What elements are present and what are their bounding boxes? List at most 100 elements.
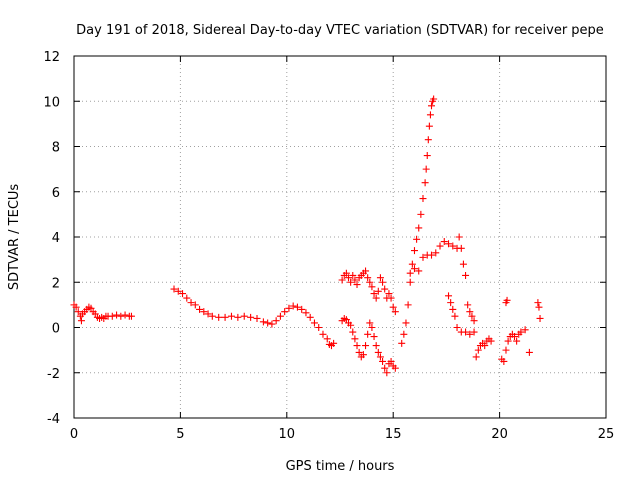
data-point bbox=[383, 369, 391, 377]
data-point bbox=[272, 317, 280, 325]
data-point bbox=[113, 311, 121, 319]
y-tick-label: 12 bbox=[43, 50, 60, 65]
data-point bbox=[415, 224, 423, 232]
data-point bbox=[449, 305, 457, 313]
data-point bbox=[366, 278, 374, 286]
data-point bbox=[351, 335, 359, 343]
data-point bbox=[379, 278, 387, 286]
data-point bbox=[349, 328, 357, 336]
data-point bbox=[535, 303, 543, 311]
data-point bbox=[204, 310, 212, 318]
y-tick-label: 8 bbox=[52, 141, 60, 156]
data-point bbox=[302, 309, 310, 317]
data-point bbox=[408, 260, 416, 268]
data-point bbox=[468, 312, 476, 320]
x-tick-label: 20 bbox=[491, 427, 508, 442]
series-segment-17-19h-fragments bbox=[445, 292, 478, 338]
data-point bbox=[504, 337, 512, 345]
data-point bbox=[389, 303, 397, 311]
data-point bbox=[400, 330, 408, 338]
data-point bbox=[503, 296, 511, 304]
data-point bbox=[387, 294, 395, 302]
data-point bbox=[355, 348, 363, 356]
data-point bbox=[428, 251, 436, 259]
data-point bbox=[449, 242, 457, 250]
data-point bbox=[362, 342, 370, 350]
data-point bbox=[432, 249, 440, 257]
data-point bbox=[323, 335, 331, 343]
data-point bbox=[370, 333, 378, 341]
data-point bbox=[281, 308, 289, 316]
data-point bbox=[227, 312, 235, 320]
data-point bbox=[413, 235, 421, 243]
data-point bbox=[276, 312, 284, 320]
data-point bbox=[534, 299, 542, 307]
data-point bbox=[474, 346, 482, 354]
data-point bbox=[372, 294, 380, 302]
series-segment-12-15h-upper bbox=[338, 267, 399, 316]
data-point bbox=[264, 319, 272, 327]
data-point bbox=[298, 305, 306, 313]
data-point bbox=[208, 312, 216, 320]
data-point bbox=[174, 287, 182, 295]
series-segment-15-17h-rise bbox=[398, 95, 438, 347]
data-point bbox=[191, 301, 199, 309]
data-point bbox=[415, 267, 423, 275]
y-tick-label: 2 bbox=[52, 276, 60, 291]
data-point bbox=[253, 314, 261, 322]
data-point bbox=[445, 240, 453, 248]
data-point bbox=[376, 274, 384, 282]
data-point bbox=[419, 253, 427, 261]
y-axis-label: SDTVAR / TECUs bbox=[7, 184, 22, 291]
data-point bbox=[428, 102, 436, 110]
data-point bbox=[487, 337, 495, 345]
data-point bbox=[351, 276, 359, 284]
data-point bbox=[470, 328, 478, 336]
data-point bbox=[72, 303, 80, 311]
data-point bbox=[459, 260, 467, 268]
data-point bbox=[268, 320, 276, 328]
data-point bbox=[521, 326, 529, 334]
data-point bbox=[381, 364, 389, 372]
data-point bbox=[436, 242, 444, 250]
data-point bbox=[293, 303, 301, 311]
data-point bbox=[457, 244, 465, 252]
data-point bbox=[353, 281, 361, 289]
data-point bbox=[419, 195, 427, 203]
data-point bbox=[259, 318, 267, 326]
series-segment-05-13h bbox=[170, 285, 338, 350]
data-point bbox=[481, 342, 489, 350]
series-segment-20-22h bbox=[498, 296, 544, 365]
data-point bbox=[74, 308, 82, 316]
data-point bbox=[462, 271, 470, 279]
data-point bbox=[117, 312, 125, 320]
data-point bbox=[391, 308, 399, 316]
y-tick-label: -2 bbox=[47, 367, 60, 382]
data-point bbox=[77, 317, 85, 325]
data-point bbox=[221, 313, 229, 321]
data-point bbox=[183, 294, 191, 302]
data-point bbox=[353, 342, 361, 350]
grid-lines bbox=[74, 56, 606, 418]
data-point bbox=[455, 233, 463, 241]
data-point bbox=[470, 317, 478, 325]
data-point bbox=[466, 308, 474, 316]
data-point bbox=[376, 353, 384, 361]
chart-title: Day 191 of 2018, Sidereal Day-to-day VTE… bbox=[76, 23, 604, 38]
data-point bbox=[315, 324, 323, 331]
data-point bbox=[366, 319, 374, 327]
data-point bbox=[440, 238, 448, 246]
data-point bbox=[417, 210, 425, 218]
data-point bbox=[240, 312, 248, 320]
series-segment-16-18h-plateau bbox=[406, 233, 470, 279]
x-tick-label: 25 bbox=[598, 427, 615, 442]
data-point bbox=[374, 348, 382, 356]
data-point bbox=[430, 95, 438, 103]
data-point bbox=[466, 330, 474, 338]
data-point bbox=[525, 348, 533, 356]
data-point bbox=[127, 312, 135, 320]
data-point bbox=[426, 111, 434, 119]
data-point bbox=[453, 324, 461, 331]
data-point bbox=[502, 346, 510, 354]
data-point bbox=[289, 302, 297, 310]
